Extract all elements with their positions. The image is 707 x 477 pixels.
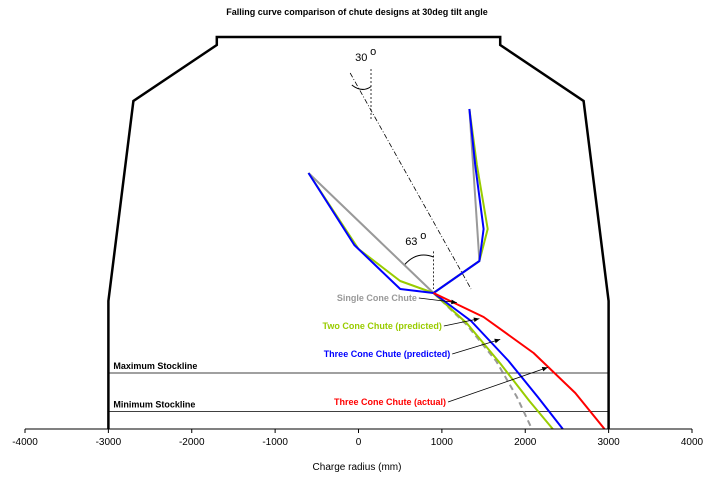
series-trajectory-0 (432, 292, 533, 430)
chute-axis-line (349, 72, 472, 290)
series-trajectory-2 (432, 292, 564, 430)
series-trajectory-1 (432, 292, 554, 430)
angle-arc-30 (351, 84, 372, 90)
series-annotation-arrowhead-2 (494, 338, 501, 344)
series-annotation-arrow-0 (418, 297, 457, 303)
series-annotation-arrowhead-3 (541, 367, 548, 372)
x-tick-label-8: 4000 (681, 437, 704, 448)
series-annotation-arrow-3 (447, 367, 548, 403)
stockline-label-0: Maximum Stockline (113, 361, 197, 371)
series-chute-1 (307, 108, 489, 294)
angle-degree-mark-1: o (420, 230, 426, 242)
x-tick-label-5: 1000 (431, 437, 454, 448)
series-annotation-3: Three Cone Chute (actual) (334, 397, 446, 407)
x-axis: -4000 -3000 -2000 -1000 0 1000 2000 3000 4000 (12, 428, 704, 448)
x-tick-label-0: -4000 (12, 437, 38, 448)
series-annotation-arrow-1 (443, 318, 480, 327)
angle-degree-mark-0: o (370, 46, 376, 58)
x-tick-label-6: 2000 (514, 437, 537, 448)
series-annotation-arrowhead-1 (473, 317, 480, 323)
chart-title: Falling curve comparison of chute design… (226, 7, 488, 17)
stockline-label-1: Minimum Stockline (113, 399, 195, 409)
series-annotation-arrowhead-0 (451, 299, 457, 305)
x-tick-label-3: -1000 (262, 437, 288, 448)
angle-label-1: 63 (405, 236, 417, 248)
x-tick-label-4: 0 (356, 437, 362, 448)
x-tick-label-2: -2000 (179, 437, 205, 448)
x-tick-label-7: 3000 (598, 437, 621, 448)
series-trajectory-3 (433, 292, 606, 430)
angle-label-0: 30 (355, 52, 367, 64)
series-annotation-arrow-2 (452, 339, 501, 355)
series-annotation-0: Single Cone Chute (337, 293, 417, 303)
furnace-outline (107, 35, 610, 429)
series-annotation-1: Two Cone Chute (predicted) (323, 321, 442, 331)
x-axis-label: Charge radius (mm) (313, 462, 402, 473)
x-tick-label-1: -3000 (96, 437, 122, 448)
series-chute-0 (307, 108, 481, 294)
series-chute-2 (307, 108, 485, 294)
angle-arc-63 (403, 254, 434, 266)
series-annotation-2: Three Cone Chute (predicted) (324, 349, 451, 359)
